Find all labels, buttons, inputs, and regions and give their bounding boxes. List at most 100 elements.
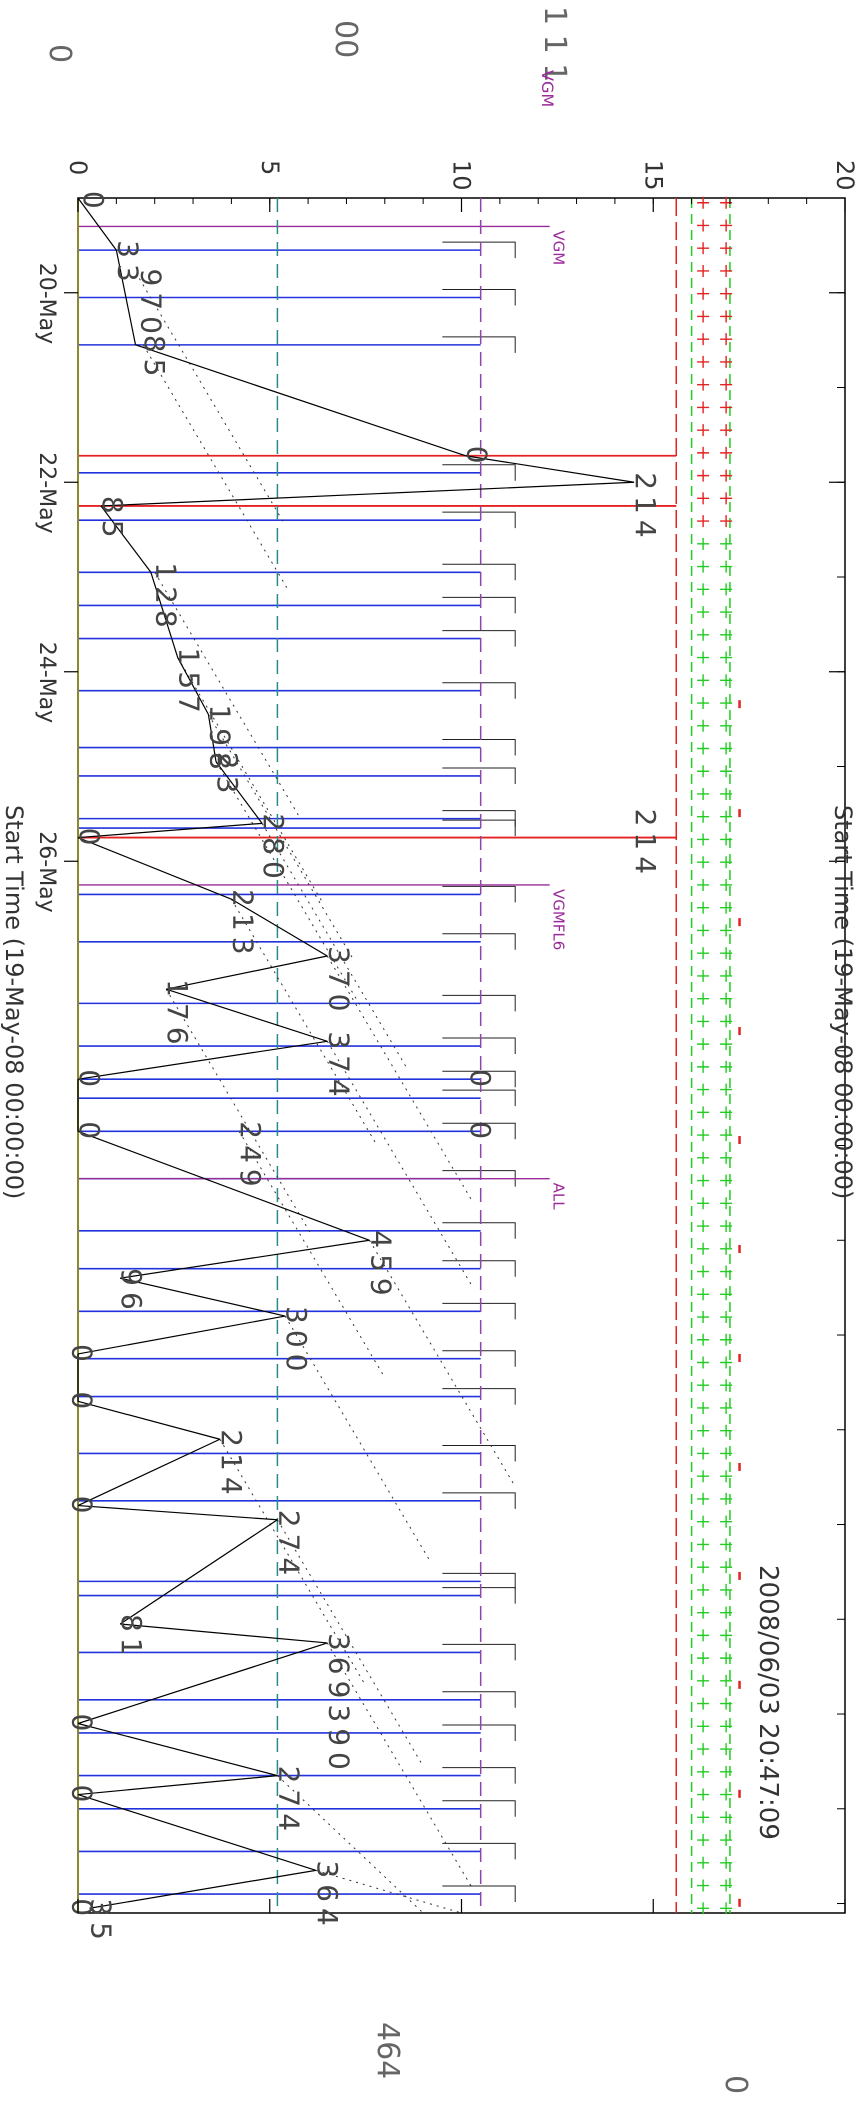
cross-mark-70 — [697, 992, 710, 1005]
data-label-0: 970 — [134, 269, 167, 340]
cross-mark-33 — [720, 560, 733, 573]
series-segment-19 — [120, 1277, 286, 1317]
dotted-trail-16 — [165, 988, 313, 1236]
cross-mark-68 — [697, 969, 710, 982]
event-bracket-23 — [442, 1302, 516, 1320]
dotted-trail-30 — [276, 1519, 424, 1767]
cross-mark-75 — [720, 1038, 733, 1051]
cross-mark-46 — [697, 719, 710, 732]
data-label-8: 157 — [173, 648, 206, 719]
marker-label-2: ALL — [550, 1183, 568, 1211]
dotted-trail-3 — [142, 344, 290, 592]
data-label-14: 213 — [226, 889, 259, 960]
series-segment-4 — [100, 481, 635, 507]
stray-label-1: 0 — [42, 44, 77, 63]
data-label-35: 0 — [65, 1785, 98, 1809]
data-label-16: 176 — [161, 979, 194, 1050]
cross-mark-92 — [697, 1242, 710, 1255]
value-tick-label-4: 20 — [831, 160, 859, 191]
cross-mark-145 — [720, 1834, 733, 1847]
dotted-trail-8 — [177, 657, 324, 905]
cross-mark-7 — [720, 264, 733, 277]
cross-mark-58 — [697, 856, 710, 869]
dotted-trail-17 — [326, 1041, 474, 1288]
timestamp: 2008/06/03 20:47:09 — [753, 1565, 783, 1840]
cross-mark-106 — [697, 1401, 710, 1414]
series-segment-17 — [77, 1130, 370, 1241]
series-layer — [77, 197, 635, 1914]
cross-mark-97 — [720, 1288, 733, 1301]
data-label-3: 85 — [138, 335, 171, 383]
event-bracket-25 — [442, 1388, 516, 1405]
event-lines-layer: VGM VGMFL6 ALL — [78, 225, 677, 1903]
cross-mark-4 — [697, 242, 710, 255]
cross-mark-136 — [697, 1743, 710, 1756]
event-bracket-16 — [442, 1037, 516, 1055]
cross-mark-22 — [697, 446, 710, 459]
cross-mark-96 — [697, 1288, 710, 1301]
dotted-trail-14 — [230, 898, 378, 1146]
series-segment-11 — [77, 837, 232, 900]
event-bracket-12 — [442, 819, 516, 837]
cross-mark-119 — [720, 1538, 733, 1551]
stray-label-4: VGM — [538, 70, 557, 107]
data-label-27: 0 — [65, 1391, 98, 1415]
cross-mark-110 — [697, 1447, 710, 1460]
value-tick-label-3: 15 — [639, 160, 667, 191]
value-tick-label-0: 0 — [64, 160, 92, 175]
cross-mark-103 — [720, 1356, 733, 1369]
cross-mark-138 — [697, 1765, 710, 1778]
series-segment-10 — [77, 822, 263, 839]
cross-mark-137 — [720, 1743, 733, 1756]
cross-mark-112 — [697, 1470, 710, 1483]
cross-mark-126 — [697, 1629, 710, 1642]
cross-mark-151 — [720, 1902, 733, 1915]
cross-mark-67 — [720, 947, 733, 960]
marker-label-1: VGMFL6 — [550, 889, 568, 950]
stray-labels: 0 00 1 1 1 VGM 464 0 — [42, 6, 753, 2094]
cross-mark-48 — [697, 742, 710, 755]
cross-mark-150 — [697, 1902, 710, 1915]
dotted-trail-15 — [326, 955, 474, 1203]
event-bracket-24 — [442, 1350, 516, 1367]
time-tick-label-3: 26-May — [34, 831, 59, 912]
data-label-23: 459 — [364, 1230, 397, 1301]
series-segment-29 — [77, 1775, 278, 1796]
cross-mark-104 — [697, 1379, 710, 1392]
cross-mark-62 — [697, 901, 710, 914]
event-bracket-5 — [442, 563, 516, 581]
cross-mark-3 — [720, 219, 733, 232]
data-label-30: 274 — [272, 1510, 305, 1581]
secondary-axis-title: Start Time (19-May-08 00:00:00) — [829, 805, 857, 1199]
cross-mark-24 — [697, 469, 710, 482]
data-label-36: 364 — [311, 1860, 344, 1931]
cross-mark-77 — [720, 1060, 733, 1073]
cross-mark-118 — [697, 1538, 710, 1551]
event-bracket-29 — [442, 1587, 516, 1604]
cross-mark-23 — [720, 446, 733, 459]
data-label-20: 249 — [234, 1121, 267, 1192]
cross-mark-127 — [720, 1629, 733, 1642]
cross-mark-78 — [697, 1083, 710, 1096]
cross-mark-82 — [697, 1129, 710, 1142]
cross-mark-102 — [697, 1356, 710, 1369]
reference-lines-layer — [77, 198, 731, 1913]
cross-mark-139 — [720, 1765, 733, 1778]
cross-mark-81 — [720, 1106, 733, 1119]
cross-mark-18 — [697, 401, 710, 414]
stray-label-5: 464 — [370, 2022, 405, 2079]
series-segment-27 — [77, 1642, 328, 1725]
cross-mark-121 — [720, 1561, 733, 1574]
event-bracket-27 — [442, 1492, 516, 1509]
cross-mark-31 — [720, 537, 733, 550]
event-bracket-14 — [442, 933, 516, 950]
cross-mark-114 — [697, 1492, 710, 1505]
event-bracket-2 — [442, 336, 516, 353]
dotted-trail-10 — [215, 761, 363, 1009]
cross-mark-65 — [720, 924, 733, 937]
cross-mark-25 — [720, 469, 733, 482]
event-bracket-4 — [442, 511, 516, 529]
series-segment-18 — [120, 1239, 370, 1279]
cross-mark-146 — [697, 1856, 710, 1869]
cross-mark-140 — [697, 1788, 710, 1801]
